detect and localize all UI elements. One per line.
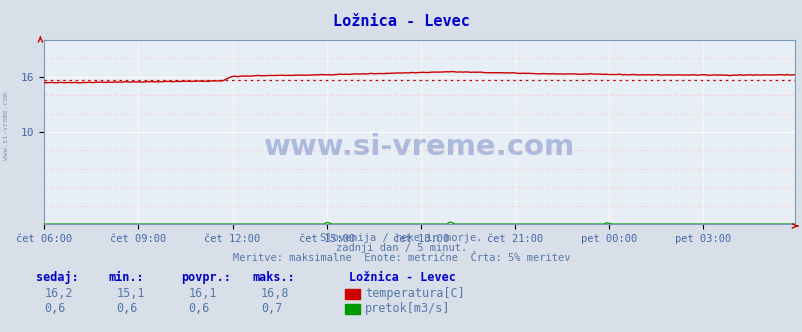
Text: 16,2: 16,2 xyxy=(44,287,72,300)
Text: 0,7: 0,7 xyxy=(261,302,282,315)
Text: Ložnica - Levec: Ložnica - Levec xyxy=(333,14,469,29)
Text: zadnji dan / 5 minut.: zadnji dan / 5 minut. xyxy=(335,243,467,253)
Text: 0,6: 0,6 xyxy=(44,302,66,315)
Text: 15,1: 15,1 xyxy=(116,287,144,300)
Text: www.si-vreme.com: www.si-vreme.com xyxy=(264,133,574,161)
Text: 16,8: 16,8 xyxy=(261,287,289,300)
Text: 16,1: 16,1 xyxy=(188,287,217,300)
Text: sedaj:: sedaj: xyxy=(36,271,79,284)
Text: min.:: min.: xyxy=(108,271,144,284)
Text: Meritve: maksimalne  Enote: metrične  Črta: 5% meritev: Meritve: maksimalne Enote: metrične Črta… xyxy=(233,253,569,263)
Text: Slovenija / reke in morje.: Slovenija / reke in morje. xyxy=(320,233,482,243)
Text: temperatura[C]: temperatura[C] xyxy=(365,287,464,300)
Text: 0,6: 0,6 xyxy=(116,302,138,315)
Text: pretok[m3/s]: pretok[m3/s] xyxy=(365,302,450,315)
Text: www.si-vreme.com: www.si-vreme.com xyxy=(3,92,10,160)
Text: maks.:: maks.: xyxy=(253,271,295,284)
Text: 0,6: 0,6 xyxy=(188,302,210,315)
Text: povpr.:: povpr.: xyxy=(180,271,230,284)
Text: Ložnica - Levec: Ložnica - Levec xyxy=(349,271,456,284)
